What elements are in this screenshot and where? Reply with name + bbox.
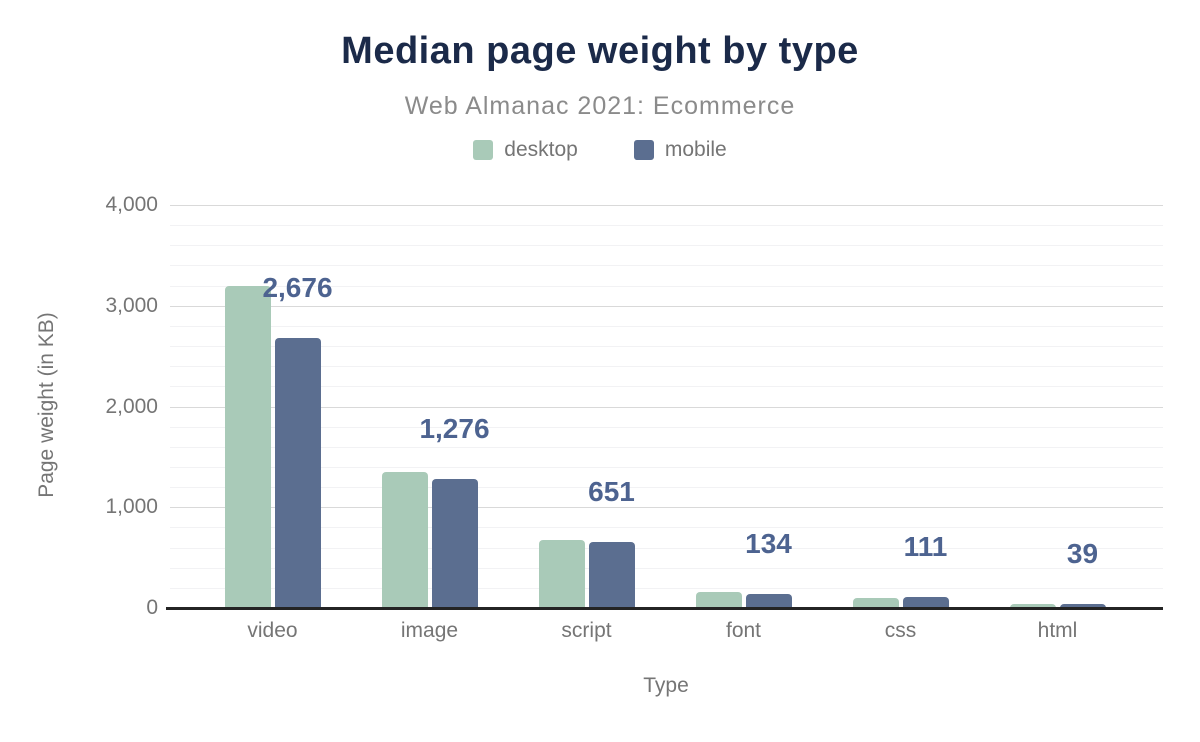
y-tick-label: 3,000	[105, 293, 158, 317]
gridline-minor	[170, 567, 1163, 569]
x-tick-label-html: html	[1037, 619, 1078, 642]
gridline-minor	[170, 325, 1163, 327]
value-label-image: 1,276	[419, 413, 490, 445]
bar-mobile-image[interactable]	[431, 479, 478, 608]
gridline-minor	[170, 446, 1163, 448]
y-tick-label: 1,000	[105, 495, 158, 519]
y-tick-label: 0	[146, 596, 158, 619]
gridline-minor	[170, 487, 1163, 489]
value-label-css: 111	[903, 530, 948, 562]
value-label-video: 2,676	[262, 272, 333, 304]
gridline-major	[170, 305, 1163, 307]
value-label-html: 39	[1066, 538, 1099, 570]
legend-item-mobile: mobile	[633, 138, 727, 162]
legend-item-desktop: desktop	[473, 138, 578, 162]
gridline-minor	[170, 386, 1163, 388]
legend: desktop mobile	[0, 138, 1200, 162]
gridline-minor	[170, 527, 1163, 529]
bar-desktop-video[interactable]	[224, 285, 271, 608]
bar-mobile-script[interactable]	[588, 542, 635, 608]
chart-title: Median page weight by type	[341, 30, 859, 72]
gridline-minor	[170, 265, 1163, 267]
x-tick-label-video: video	[247, 619, 298, 642]
gridline-major	[170, 406, 1163, 408]
gridline-minor	[170, 346, 1163, 348]
value-label-script: 651	[588, 476, 635, 508]
bar-mobile-font[interactable]	[745, 594, 792, 608]
bar-desktop-css[interactable]	[852, 597, 899, 608]
y-tick-label: 4,000	[105, 193, 158, 216]
gridline-minor	[170, 285, 1163, 287]
gridline-minor	[170, 587, 1163, 589]
bar-desktop-font[interactable]	[695, 591, 742, 608]
chart-subtitle: Web Almanac 2021: Ecommerce	[404, 92, 796, 120]
value-label-font: 134	[745, 528, 792, 560]
bar-mobile-css[interactable]	[902, 596, 949, 608]
gridline-minor	[170, 245, 1163, 247]
legend-swatch-mobile	[633, 140, 654, 160]
x-axis-baseline	[166, 607, 1163, 610]
gridline-minor	[170, 225, 1163, 227]
x-tick-label-script: script	[561, 619, 612, 642]
gridline-minor	[170, 426, 1163, 428]
y-axis-title: Page weight (in KB)	[35, 312, 58, 498]
legend-swatch-desktop	[473, 140, 494, 160]
bar-desktop-html[interactable]	[1009, 603, 1056, 608]
y-tick-label: 2,000	[105, 394, 158, 418]
x-tick-label-css: css	[884, 619, 917, 642]
gridline-major	[170, 507, 1163, 509]
gridline-minor	[170, 466, 1163, 468]
bar-mobile-html[interactable]	[1059, 604, 1106, 608]
bar-desktop-image[interactable]	[381, 471, 428, 608]
x-axis-title: Type	[643, 674, 689, 697]
x-tick-label-font: font	[725, 619, 762, 642]
gridline-minor	[170, 547, 1163, 549]
bar-desktop-script[interactable]	[538, 539, 585, 608]
bar-mobile-video[interactable]	[274, 338, 321, 608]
legend-label-desktop: desktop	[504, 138, 578, 161]
legend-label-mobile: mobile	[664, 138, 727, 161]
gridline-minor	[170, 366, 1163, 368]
gridline-major	[170, 205, 1163, 206]
x-tick-label-image: image	[400, 619, 459, 642]
